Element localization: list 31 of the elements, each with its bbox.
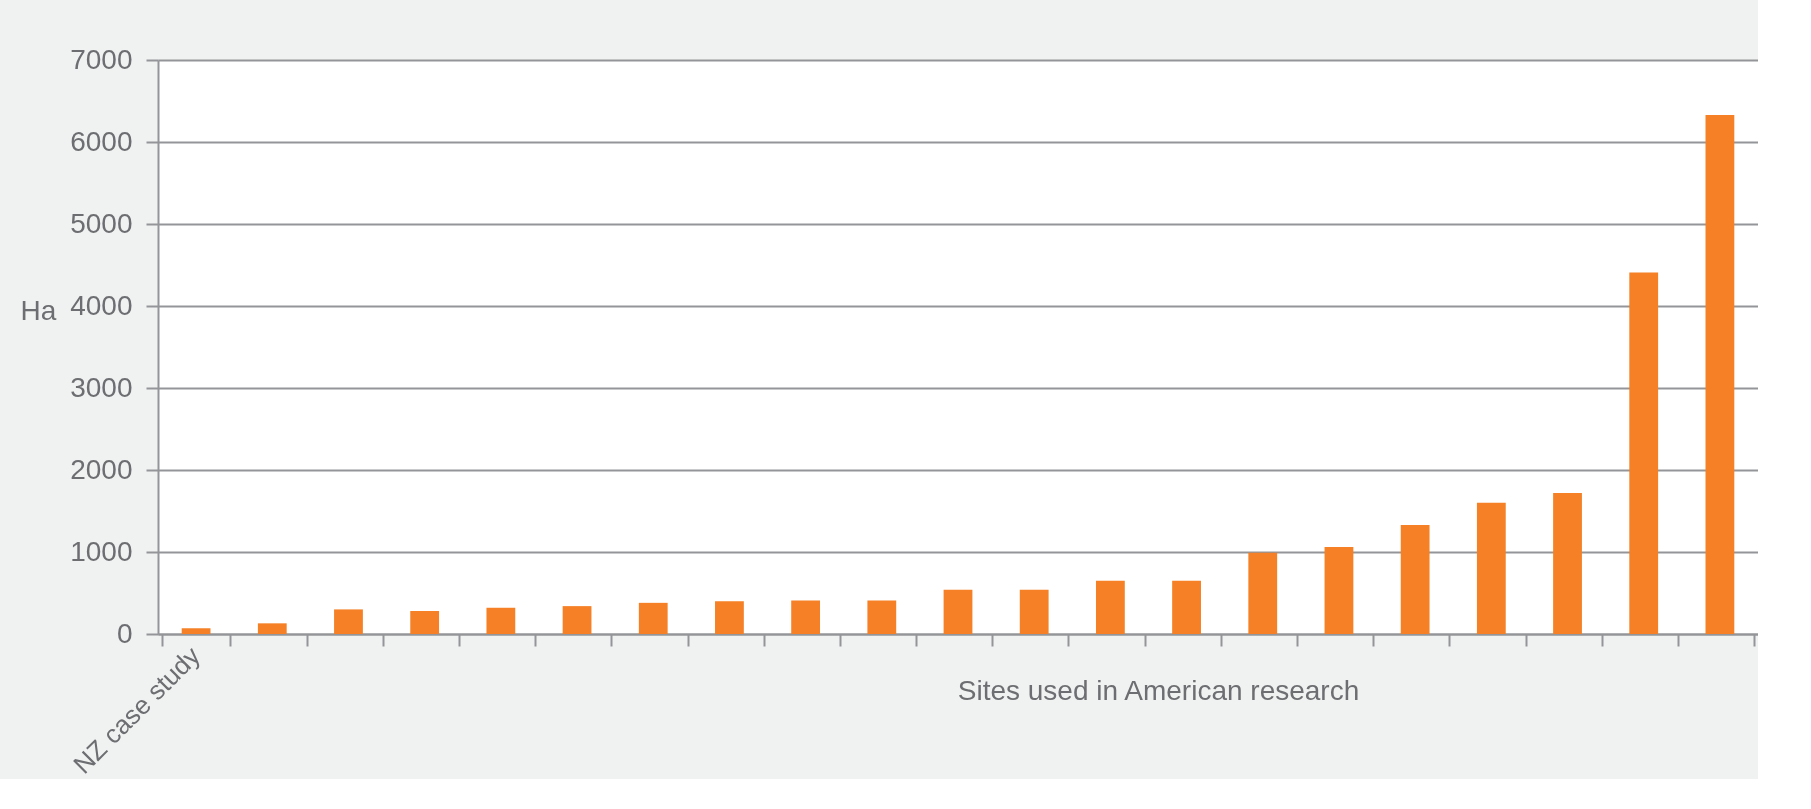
y-tick-label: 1000: [70, 535, 133, 567]
y-tick-label: 4000: [70, 289, 133, 321]
bar: [181, 628, 211, 634]
bar: [410, 611, 440, 634]
bar: [1476, 502, 1506, 634]
bar: [638, 602, 668, 634]
bar: [1248, 552, 1278, 634]
bar: [1172, 580, 1201, 634]
bar: [1629, 272, 1659, 634]
y-tick-label: 6000: [70, 125, 133, 157]
bar: [1095, 580, 1125, 634]
bar: [943, 589, 973, 634]
y-axis-title: Ha: [20, 294, 57, 326]
bar: [486, 607, 516, 634]
bar: [715, 601, 744, 634]
y-tick-label: 0: [116, 617, 133, 649]
x-axis-title: Sites used in American research: [957, 674, 1360, 706]
bar: [1324, 547, 1354, 634]
bar: [1019, 589, 1049, 634]
bar: [562, 606, 592, 634]
bar: [334, 609, 363, 634]
y-tick-label: 7000: [70, 43, 133, 75]
bar: [1553, 492, 1582, 634]
bar: [1705, 114, 1735, 634]
y-tick-label: 2000: [70, 453, 133, 485]
y-tick-label: 5000: [70, 207, 133, 239]
y-tick-label: 3000: [70, 371, 133, 403]
bar: [257, 623, 287, 634]
bar: [791, 600, 821, 634]
bar: [867, 600, 897, 634]
bar: [1400, 524, 1430, 634]
